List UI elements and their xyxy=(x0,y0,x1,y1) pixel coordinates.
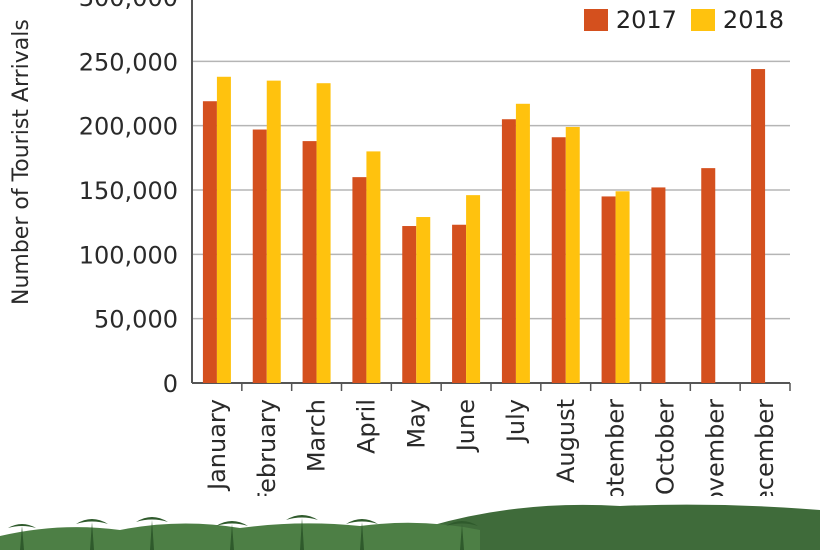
x-tick-label: August xyxy=(552,399,580,483)
legend-label-2018: 2018 xyxy=(722,6,784,34)
x-tick-label: March xyxy=(303,399,331,472)
bar-2017-june xyxy=(452,224,467,383)
y-tick-label: 250,000 xyxy=(79,48,178,76)
y-tick-label: 150,000 xyxy=(79,177,178,205)
legend-swatch-2017 xyxy=(583,9,608,31)
x-tick-label: July xyxy=(502,399,530,444)
y-axis-label-container: Number of Tourist Arrivals xyxy=(0,0,48,340)
y-tick-label: 0 xyxy=(163,370,178,398)
bar-2018-july xyxy=(515,103,530,383)
bar-2017-september xyxy=(601,196,616,383)
x-tick-label: January xyxy=(203,399,231,492)
x-tick-label: June xyxy=(452,399,480,453)
x-tick-label: October xyxy=(651,399,679,495)
bar-2017-july xyxy=(501,119,516,383)
bar-2017-may xyxy=(402,226,417,383)
bar-2018-march xyxy=(316,83,331,383)
x-tick-label: February xyxy=(253,399,281,505)
bar-2018-april xyxy=(366,151,381,383)
bar-2017-december xyxy=(751,69,766,383)
bar-2017-october xyxy=(651,187,666,383)
y-tick-label: 200,000 xyxy=(79,113,178,141)
bar-2017-march xyxy=(302,141,317,383)
palm-tree-landscape-image xyxy=(0,496,820,550)
y-tick-label: 50,000 xyxy=(94,306,178,334)
legend-item-2017: 2017 xyxy=(583,6,677,34)
bar-2017-february xyxy=(252,129,267,383)
bar-2018-january xyxy=(216,76,231,384)
legend-item-2018: 2018 xyxy=(690,6,784,34)
bar-2017-january xyxy=(202,101,217,383)
bar-2018-august xyxy=(565,126,580,383)
x-tick-label: May xyxy=(402,399,430,449)
y-tick-label: 100,000 xyxy=(79,241,178,269)
bar-2018-february xyxy=(266,80,281,383)
bar-2017-august xyxy=(551,137,566,383)
x-tick-label: April xyxy=(352,399,380,454)
bar-2018-may xyxy=(416,217,431,383)
legend-swatch-2018 xyxy=(690,9,715,31)
bar-2017-november xyxy=(701,168,716,383)
legend-label-2017: 2017 xyxy=(615,6,677,34)
bar-2017-april xyxy=(352,177,367,383)
legend: 2017 2018 xyxy=(583,6,784,34)
bar-2018-june xyxy=(466,195,481,383)
y-tick-label: 300,000 xyxy=(79,0,178,12)
y-axis-label: Number of Tourist Arrivals xyxy=(9,19,34,305)
bar-2018-september xyxy=(615,191,630,383)
